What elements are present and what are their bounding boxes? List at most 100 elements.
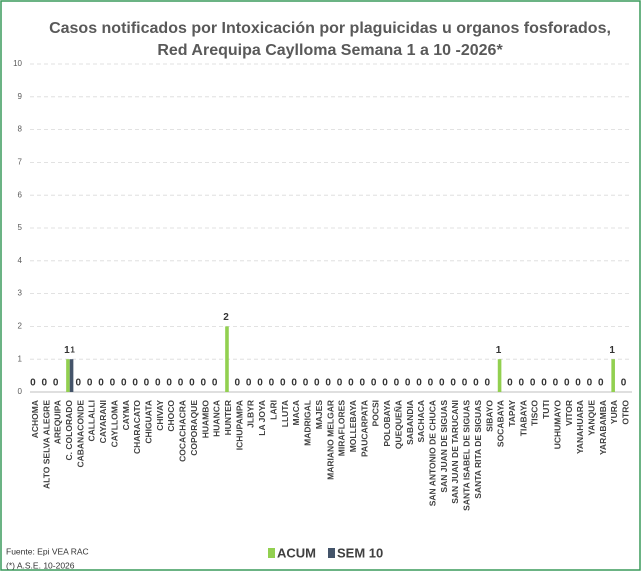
x-tick-label: TISCO [530,400,540,426]
bar [225,326,229,392]
y-tick-label: 3 [18,289,23,298]
data-label: 0 [269,378,275,389]
x-tick-label: YARABAMBA [598,400,608,455]
data-label: 0 [416,378,422,389]
x-tick-label: POCSI [371,400,381,426]
chart-title: Casos notificados por Intoxicación por p… [49,20,611,37]
x-tick-label: SANTA RITA DE SIGUAS [473,400,483,499]
data-label: 0 [98,378,104,389]
data-label: 0 [575,378,581,389]
data-label: 0 [587,378,593,389]
x-tick-label: TIABAYA [518,400,528,436]
x-tick-label: CABANACONDE [75,400,85,468]
y-tick-label: 10 [13,59,22,68]
x-tick-label: SABANDIA [405,400,415,445]
x-tick-label: COCACHACRA [178,400,188,462]
x-tick-label: MACA [291,400,301,426]
data-label: 0 [598,378,604,389]
x-tick-label: CHOCO [166,400,176,432]
data-label: 0 [553,378,559,389]
x-tick-label: POLOBAYA [382,400,392,447]
data-label: 0 [178,378,184,389]
data-label: 0 [428,378,434,389]
x-tick-label: ICHUPAMPA [234,400,244,450]
x-tick-label: SACHACA [416,400,426,443]
data-label: 0 [246,378,252,389]
x-tick-label: CAYMA [121,400,131,430]
x-tick-label: MIRAFLORES [337,400,347,457]
x-tick-label: LLUTA [280,400,290,427]
x-tick-label: MAJES [314,400,324,430]
bar [69,359,74,392]
x-tick-label: ALTO SELVA ALEGRE [41,400,51,489]
y-tick-label: 4 [18,256,23,265]
x-tick-label: HUNTER [223,400,233,435]
x-tick-label: TUTI [541,400,551,419]
data-label: 0 [166,378,172,389]
x-tick-label: CHIVAY [155,400,165,431]
data-label: 0 [541,378,547,389]
data-label: 0 [200,378,206,389]
x-tick-label: MOLLEBAYA [348,400,358,452]
x-tick-label: CALLALLI [87,400,97,442]
x-tick-label: C. COLORADO [64,400,74,461]
x-tick-label: HUANCA [212,400,222,437]
x-tick-label: SAN ANTONIO DE CHUCA [427,400,437,506]
x-tick-label: COPORAQUE [189,400,199,456]
data-label: 0 [291,378,297,389]
x-tick-label: CHARACATO [132,400,142,454]
x-tick-label: SAN JUAN DE TARUCANI [450,400,460,504]
data-label: 0 [325,378,331,389]
x-tick-label: SANTA ISABEL DE SIGUAS [462,400,472,511]
x-tick-label: UCHUMAYO [552,400,562,450]
x-tick-label: SAN JUAN DE SIGUAS [439,400,449,493]
bar [611,359,615,392]
data-label: 2 [223,312,229,323]
data-label: 0 [132,378,138,389]
x-tick-label: CAYARANI [98,400,108,443]
data-label: 0 [41,378,47,389]
data-label: 0 [484,378,490,389]
x-tick-label: ACHOMA [30,400,40,438]
data-label: 0 [450,378,456,389]
y-tick-label: 0 [18,387,23,396]
data-label: 0 [76,378,82,389]
data-label: 0 [189,378,195,389]
y-tick-label: 5 [18,223,23,232]
y-tick-label: 9 [18,92,23,101]
data-label: 0 [348,378,354,389]
x-tick-label: LARI [268,400,278,420]
data-label: 0 [110,378,116,389]
data-label: 1 [496,345,502,356]
x-tick-label: PAUCARPATA [359,400,369,457]
data-label: 0 [144,378,150,389]
x-tick-label: SOCABAYA [496,400,506,447]
source-note: Fuente: Epi VEA RAC [6,546,89,556]
data-label: 0 [462,378,468,389]
y-tick-label: 7 [18,158,23,167]
y-tick-label: 8 [18,125,23,134]
data-label: 1 [609,345,615,356]
data-label: 0 [30,378,36,389]
data-label: 0 [564,378,570,389]
y-tick-label: 2 [18,322,23,331]
x-tick-label: YANAHUARA [575,400,585,454]
data-label: 0 [371,378,377,389]
x-tick-label: TAPAY [507,400,517,427]
x-tick-label: CAYLLOMA [109,400,119,447]
data-label: 0 [53,378,59,389]
bar [497,359,502,392]
data-label: 0 [155,378,161,389]
data-label: 0 [257,378,263,389]
data-label: 1 [64,345,70,356]
x-tick-label: CHIGUATA [144,400,154,444]
x-tick-label: OTRO [621,400,631,425]
data-label: 0 [439,378,445,389]
x-tick-label: MARIANO MELGAR [325,400,335,480]
data-label: 0 [303,378,309,389]
data-label: 1 [70,345,75,354]
x-tick-label: JLBYR [246,400,256,428]
x-tick-label: MADRIGAL [303,400,313,446]
